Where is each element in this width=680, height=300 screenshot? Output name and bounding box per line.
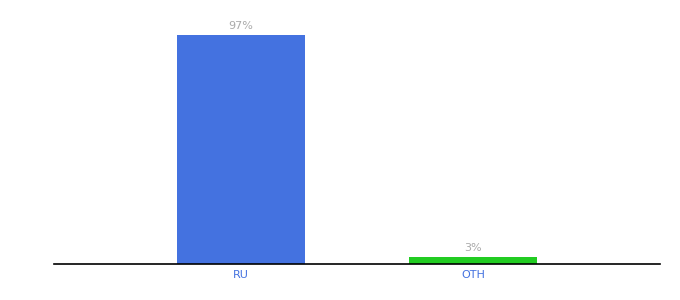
Bar	[409, 257, 537, 264]
Text: 3%: 3%	[464, 243, 482, 254]
Bar	[177, 35, 305, 264]
Text: 97%: 97%	[228, 21, 253, 32]
